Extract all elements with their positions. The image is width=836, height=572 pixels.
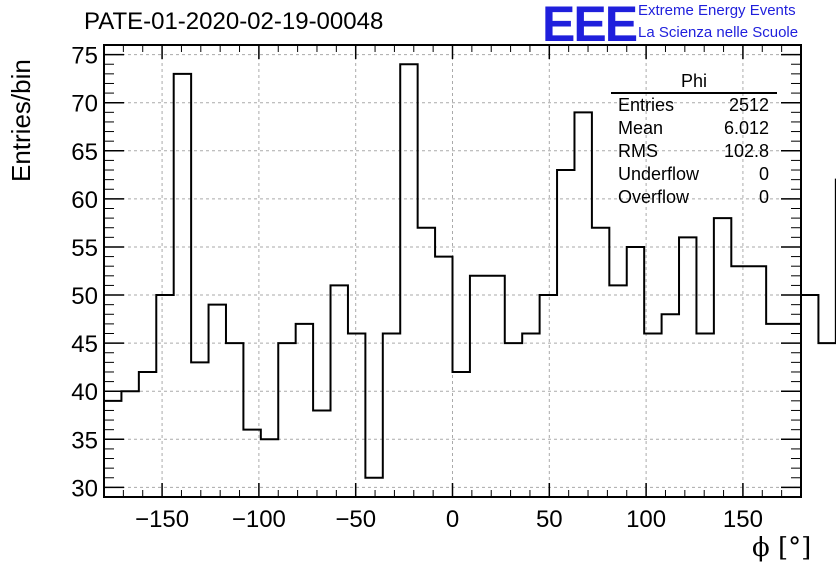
axis-tick-labels: −150 −100 −50 0 50 100 150 30 35 40 45 50 55 60 65 70 75 — [71, 43, 763, 533]
stats-label: Mean — [618, 118, 664, 138]
y-tick-label: 75 — [71, 43, 98, 70]
x-tick-label: −50 — [335, 506, 376, 533]
stats-value: 0 — [758, 187, 769, 207]
stats-value: 6.012 — [723, 118, 769, 138]
eee-logo: EEE — [542, 0, 638, 52]
y-tick-label: 35 — [71, 427, 98, 454]
stats-value: 2512 — [728, 95, 769, 115]
x-axis-label: ϕ [°] — [752, 533, 812, 563]
y-tick-label: 40 — [71, 379, 98, 406]
stats-value: 102.8 — [723, 141, 769, 161]
x-tick-label: −150 — [135, 506, 189, 533]
stats-row-entries: Entries 2512 — [611, 94, 777, 117]
axis-ticks — [103, 44, 802, 498]
x-tick-label: 50 — [536, 506, 563, 533]
logo-line-1: Extreme Energy Events — [638, 2, 796, 19]
stats-title: Phi — [611, 70, 777, 94]
stats-label: Entries — [618, 95, 675, 115]
x-tick-label: 100 — [626, 506, 666, 533]
y-tick-label: 65 — [71, 139, 98, 166]
y-tick-label: 45 — [71, 331, 98, 358]
stats-value: 0 — [758, 164, 769, 184]
y-tick-label: 55 — [71, 235, 98, 262]
x-tick-label: 150 — [723, 506, 763, 533]
stats-label: Overflow — [618, 187, 690, 207]
x-tick-label: 0 — [446, 506, 459, 533]
stats-box: Phi Entries 2512 Mean 6.012 RMS 102.8 Un… — [611, 70, 777, 209]
stats-row-rms: RMS 102.8 — [611, 140, 777, 163]
y-tick-label: 60 — [71, 187, 98, 214]
y-axis-label: Entries/bin — [6, 59, 36, 182]
y-tick-label: 70 — [71, 91, 98, 118]
logo-line-2: La Scienza nelle Scuole — [638, 24, 799, 41]
stats-row-underflow: Underflow 0 — [611, 163, 777, 186]
y-tick-label: 30 — [71, 475, 98, 502]
stats-label: Underflow — [618, 164, 700, 184]
stats-row-mean: Mean 6.012 — [611, 117, 777, 140]
x-tick-label: −100 — [232, 506, 286, 533]
stats-label: RMS — [618, 141, 658, 161]
stats-row-overflow: Overflow 0 — [611, 186, 777, 209]
y-axis-label-wrap: Entries/bin — [6, 59, 36, 212]
plot-title: PATE-01-2020-02-19-00048 — [84, 8, 384, 35]
y-tick-label: 50 — [71, 283, 98, 310]
